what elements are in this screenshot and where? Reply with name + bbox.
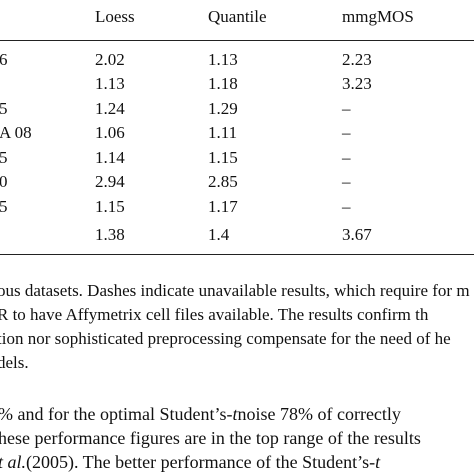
paragraph-text: noise 78% of correctly [237, 404, 401, 424]
table-cell: 1.13 [95, 74, 125, 93]
row-label: 0 [0, 172, 8, 191]
caption-line: tion nor sophisticated preprocessing com… [0, 329, 451, 348]
paragraph-text: % and for the optimal Student’s- [0, 404, 233, 424]
table-cell: – [342, 197, 351, 216]
table-cell: 1.24 [95, 99, 125, 118]
row-label: 5 [0, 148, 8, 167]
table-cell: 1.06 [95, 123, 125, 142]
table-cell: 1.15 [95, 197, 125, 216]
table-cell: 3.67 [342, 225, 372, 244]
table-cell: – [342, 123, 351, 142]
paragraph-text: t [232, 404, 238, 424]
table-cell: 2.85 [208, 172, 238, 191]
table-cell: – [342, 99, 351, 118]
table-cell: 1.4 [208, 225, 230, 244]
caption-line: ous datasets. Dashes indicate unavailabl… [0, 281, 470, 300]
table-cell: 1.11 [208, 123, 238, 142]
table-cell: 1.38 [95, 225, 125, 244]
column-header: Loess [95, 7, 135, 26]
caption-line: R to have Affymetrix cell files availabl… [0, 305, 429, 324]
paragraph-text: hese performance figures are in the top … [0, 428, 421, 448]
table-cell: 1.13 [208, 50, 238, 69]
caption-line: dels. [0, 353, 29, 372]
row-label: 5 [0, 99, 8, 118]
paragraph-text: t al. [0, 452, 27, 472]
table-cell: 2.94 [95, 172, 125, 191]
table-cell: 3.23 [342, 74, 372, 93]
paragraph-text: (2005). The better performance of the St… [26, 452, 376, 472]
row-label: 6 [0, 50, 8, 69]
table-cell: – [342, 172, 351, 191]
table-rule [0, 254, 474, 255]
paragraph-text: t [375, 452, 381, 472]
row-label: A 08 [0, 123, 32, 142]
column-header: Quantile [208, 7, 267, 26]
table-cell: 1.17 [208, 197, 238, 216]
table-cell: – [342, 148, 351, 167]
table-cell: 2.23 [342, 50, 372, 69]
table-cell: 1.18 [208, 74, 238, 93]
row-label: 5 [0, 197, 8, 216]
table-cell: 1.14 [95, 148, 125, 167]
table-cell: 1.15 [208, 148, 238, 167]
column-header: mmgMOS [342, 7, 414, 26]
table-cell: 1.29 [208, 99, 238, 118]
table-cell: 2.02 [95, 50, 125, 69]
table-rule [0, 40, 474, 41]
